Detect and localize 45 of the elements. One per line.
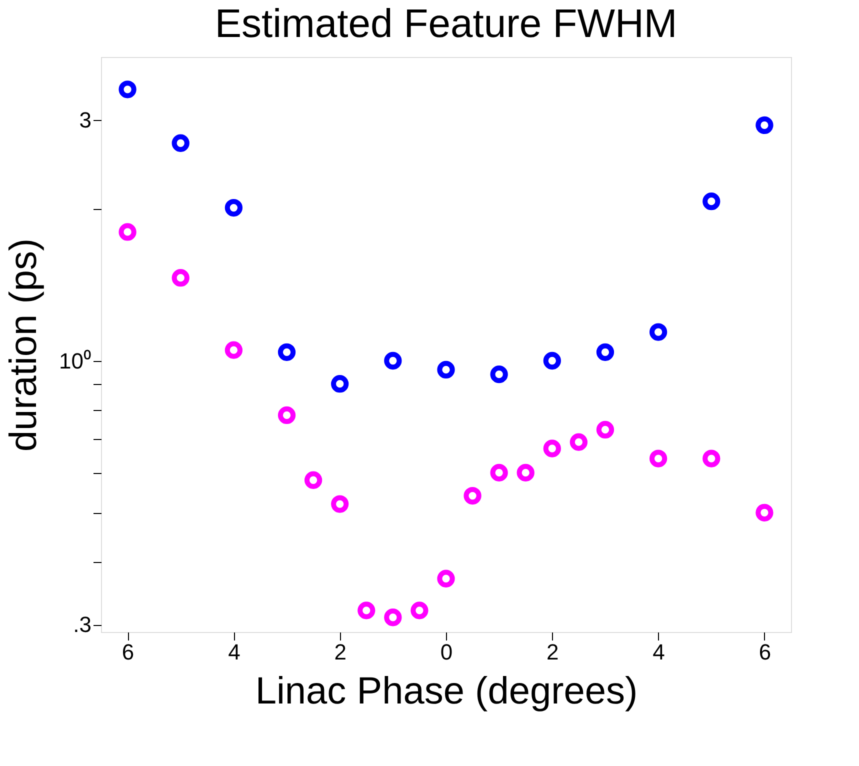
point	[516, 464, 534, 482]
chart-title: Estimated Feature FWHM	[214, 2, 678, 46]
x-tick-label: 6	[758, 640, 772, 664]
point	[596, 343, 614, 361]
point	[172, 134, 190, 152]
point	[702, 192, 720, 210]
point	[278, 406, 296, 424]
point	[224, 198, 243, 217]
point	[756, 504, 774, 522]
point	[437, 360, 455, 379]
point	[172, 269, 190, 287]
point	[118, 223, 136, 241]
point	[596, 420, 614, 439]
point	[464, 486, 482, 505]
y-tick-label: .3	[73, 612, 92, 638]
x-tick-label: 6	[122, 640, 134, 664]
point	[543, 440, 561, 458]
point	[490, 464, 508, 482]
point	[756, 116, 774, 134]
point	[358, 602, 376, 620]
point	[543, 352, 561, 370]
point	[384, 352, 402, 370]
y-axis-title: duration (ps)	[3, 238, 46, 452]
x-tick-label: 2	[334, 640, 346, 664]
x-tick-label: 4	[652, 640, 665, 664]
point	[490, 366, 508, 384]
x-tick-label: 4	[228, 640, 240, 664]
point	[570, 433, 588, 451]
x-tick-label: 0	[440, 640, 453, 664]
point	[304, 471, 322, 489]
point	[384, 608, 402, 626]
point	[331, 375, 349, 393]
y-tick-label: 10⁰	[59, 348, 92, 374]
x-tick-label: 2	[546, 640, 559, 664]
point	[118, 80, 136, 98]
point	[649, 323, 668, 341]
point	[224, 341, 243, 359]
y-tick-label: 3	[79, 108, 92, 133]
point	[702, 450, 720, 468]
point	[649, 450, 668, 468]
point	[410, 602, 428, 620]
point	[278, 343, 296, 361]
point	[331, 495, 349, 513]
point	[437, 570, 455, 588]
x-axis-title: Linac Phase (degrees)	[255, 670, 638, 712]
